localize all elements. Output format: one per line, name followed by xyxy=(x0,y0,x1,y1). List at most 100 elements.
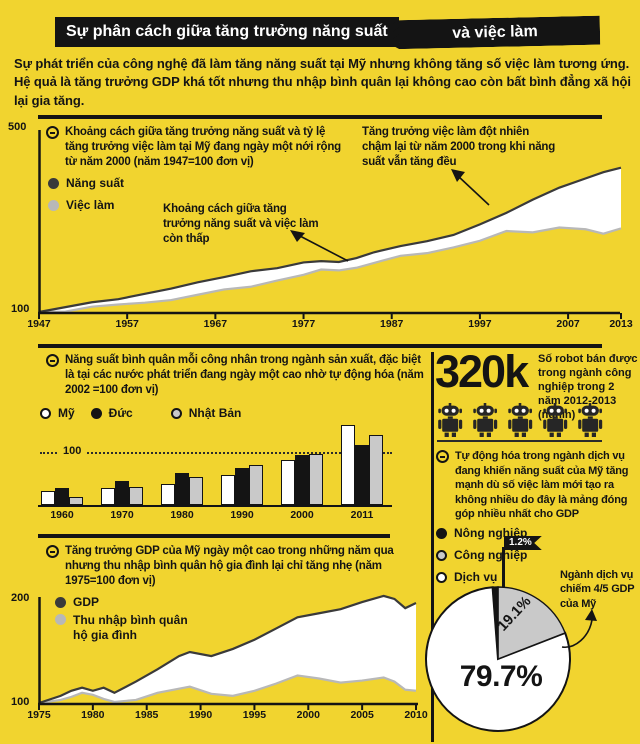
robot-stat-caption: Số robot bán được trong ngành công nghiệ… xyxy=(538,353,638,421)
x-tick-label: 1980 xyxy=(170,509,194,521)
chart1-legend-productivity: Năng suất xyxy=(48,176,124,190)
japan-dot-icon xyxy=(170,407,182,419)
legend-label: Đức xyxy=(108,406,133,420)
chart2-gridline-100 xyxy=(40,452,392,454)
x-tick-label: 2013 xyxy=(609,318,633,330)
chart2-legend-germany: Đức xyxy=(90,406,133,420)
x-tick-label: 1957 xyxy=(115,318,139,330)
gdp-dot-icon xyxy=(55,596,66,608)
robot-icons-row xyxy=(437,403,603,442)
robot-icon xyxy=(577,403,603,442)
chart2-bar-groups xyxy=(40,421,392,505)
jobs-dot-icon xyxy=(48,199,59,211)
chart2-x-axis xyxy=(38,505,392,507)
chart2-legend-japan: Nhật Bản xyxy=(170,406,242,420)
minus-icon xyxy=(436,450,449,463)
chart2-note: Năng suất bình quân mỗi công nhân trong … xyxy=(46,353,426,399)
bar-Mỹ xyxy=(101,488,115,505)
services-dot-icon xyxy=(436,571,447,583)
x-tick-label: 2011 xyxy=(350,509,374,521)
x-tick-label: 1985 xyxy=(135,709,159,721)
bar-Đức xyxy=(175,473,189,505)
divider-bottom-left xyxy=(38,534,390,538)
legend-label: Mỹ xyxy=(58,406,75,420)
arrow-jobs-slowdown-icon xyxy=(451,169,490,206)
bar-Mỹ xyxy=(41,491,55,505)
page-title-part2: và việc làm xyxy=(390,16,601,50)
chart3-y-max-label: 200 xyxy=(11,592,30,604)
legend-label: Công nghiệp xyxy=(454,548,528,562)
legend-label: GDP xyxy=(73,595,100,609)
bar-group-1970 xyxy=(101,421,143,505)
x-tick-label: 1995 xyxy=(242,709,267,721)
bar-Nhật Bản xyxy=(69,497,83,505)
x-tick-label: 2000 xyxy=(290,509,314,521)
chart1-y-max-label: 500 xyxy=(8,121,27,133)
chart1-y-min-label: 100 xyxy=(11,303,30,315)
x-tick-label: 1967 xyxy=(203,318,228,330)
bar-Đức xyxy=(295,455,309,505)
pie-annotation-arrow-icon xyxy=(561,609,597,648)
bar-group-1980 xyxy=(161,421,203,505)
bar-Nhật Bản xyxy=(129,487,143,505)
industry-dot-icon xyxy=(436,549,447,561)
legend-label: Năng suất xyxy=(66,176,125,190)
divider-middle xyxy=(38,344,602,348)
x-tick-label: 1960 xyxy=(50,509,74,521)
minus-icon xyxy=(46,545,59,558)
us-dot-icon xyxy=(40,407,51,419)
x-tick-label: 1975 xyxy=(27,709,51,721)
minus-icon xyxy=(46,126,59,139)
x-tick-label: 1980 xyxy=(81,709,105,721)
chart2-legend: Mỹ Đức Nhật Bản xyxy=(40,406,241,420)
bar-Đức xyxy=(55,488,69,505)
x-tick-label: 2000 xyxy=(296,709,320,721)
robot-icon xyxy=(437,403,463,442)
bar-Nhật Bản xyxy=(189,477,203,505)
intro-paragraph: Sự phát triển của công nghệ đã làm tăng … xyxy=(14,56,631,108)
x-tick-label: 2010 xyxy=(404,709,428,721)
robot-icon xyxy=(472,403,498,442)
chart3-note-text: Tăng trưởng GDP của Mỹ ngày một cao tron… xyxy=(65,545,394,588)
legend-label: Nhật Bản xyxy=(188,406,242,420)
chart1-productivity-vs-jobs xyxy=(38,130,622,319)
chart1-note: Khoảng cách giữa tăng trưởng năng suất v… xyxy=(46,125,348,171)
legend-label: Dịch vụ xyxy=(454,570,498,584)
page-title-part1: Sự phân cách giữa tăng trưởng năng suất xyxy=(55,17,399,47)
bar-Mỹ xyxy=(161,484,175,505)
minus-icon xyxy=(46,354,59,367)
chart3-legend-gdp: GDP xyxy=(55,595,99,609)
arrow-low-gap-icon xyxy=(290,230,349,262)
x-tick-label: 1990 xyxy=(188,709,213,721)
chart3-gdp-vs-income xyxy=(38,594,418,710)
robot-baseline xyxy=(437,440,602,442)
income-dot-icon xyxy=(55,614,66,625)
pie-legend-industry: Công nghiệp xyxy=(436,548,527,562)
robot-stat-number: 320k xyxy=(435,346,529,397)
chart2-note-text: Năng suất bình quân mỗi công nhân trong … xyxy=(65,354,424,397)
x-tick-label: 1987 xyxy=(380,318,404,330)
x-tick-label: 2007 xyxy=(556,318,580,330)
bar-Đức xyxy=(355,445,369,505)
chart3-legend-income: Thu nhập bình quân hộ gia đình xyxy=(55,613,203,643)
agriculture-flag-pole xyxy=(502,547,505,587)
robot-icon xyxy=(507,403,533,442)
annotation-low-gap: Khoảng cách giữa tăng trưởng năng suất v… xyxy=(163,203,319,245)
annotation-jobs-slowdown: Tăng trưởng việc làm đột nhiên chậm lại … xyxy=(362,126,556,168)
bar-Nhật Bản xyxy=(309,454,323,505)
agriculture-flag-label: 1.2% xyxy=(504,536,542,550)
x-tick-label: 2005 xyxy=(350,709,374,721)
x-tick-label: 1997 xyxy=(468,318,492,330)
bar-Đức xyxy=(115,481,129,505)
bar-group-1990 xyxy=(221,421,263,505)
germany-dot-icon xyxy=(90,407,102,419)
bar-Mỹ xyxy=(221,475,235,505)
pie-note: Tự động hóa trong ngành dịch vụ đang khi… xyxy=(436,449,632,522)
gdp-share-pie-chart xyxy=(425,586,571,732)
bar-group-2000 xyxy=(281,421,323,505)
chart3-note: Tăng trưởng GDP của Mỹ ngày một cao tron… xyxy=(46,544,428,590)
bar-Mỹ xyxy=(341,425,355,505)
pie-annotation: Ngành dịch vụ chiếm 4/5 GDP của Mỹ xyxy=(560,569,635,610)
x-tick-label: 1990 xyxy=(230,509,254,521)
